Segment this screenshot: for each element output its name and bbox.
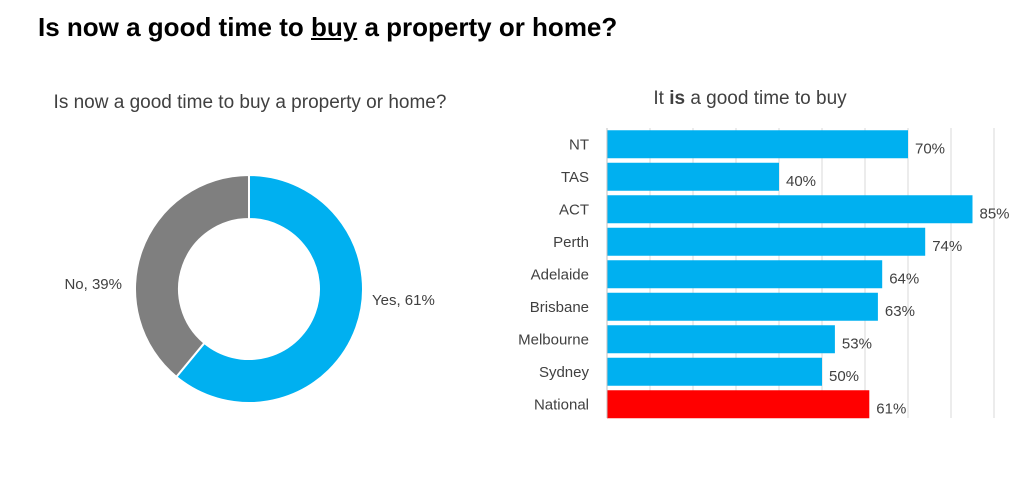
category-label-nt: NT — [569, 136, 589, 153]
value-label-nt: 70% — [915, 140, 945, 157]
value-label-perth: 74% — [932, 238, 962, 255]
bar-act — [607, 195, 973, 224]
bar-adelaide — [607, 260, 883, 289]
donut-chart-title: Is now a good time to buy a property or … — [53, 92, 447, 113]
category-label-melbourne: Melbourne — [518, 331, 589, 348]
category-label-brisbane: Brisbane — [530, 299, 589, 316]
category-label-sydney: Sydney — [539, 364, 590, 381]
category-label-tas: TAS — [561, 169, 589, 186]
category-label-act: ACT — [559, 201, 589, 218]
donut-label-no: No, 39% — [64, 276, 122, 293]
bar-melbourne — [607, 325, 835, 354]
value-label-brisbane: 63% — [885, 303, 915, 320]
bar-nt — [607, 130, 908, 159]
donut-slice-no — [134, 173, 250, 379]
value-label-act: 85% — [980, 205, 1010, 222]
donut-label-yes: Yes, 61% — [372, 292, 435, 309]
bar-brisbane — [607, 292, 878, 321]
value-label-adelaide: 64% — [889, 270, 919, 287]
bar-national — [607, 390, 870, 419]
category-label-perth: Perth — [553, 234, 589, 251]
value-label-melbourne: 53% — [842, 335, 872, 352]
value-label-sydney: 50% — [829, 368, 859, 385]
donut-slice-yes — [174, 173, 364, 404]
bar-chart-title: It is a good time to buy — [653, 88, 847, 109]
category-label-national: National — [534, 396, 589, 413]
category-label-adelaide: Adelaide — [531, 266, 589, 283]
page-title: Is now a good time to buy a property or … — [38, 12, 618, 42]
bar-sydney — [607, 357, 822, 386]
bar-tas — [607, 162, 779, 191]
value-label-national: 61% — [876, 400, 906, 417]
value-label-tas: 40% — [786, 173, 816, 190]
bar-perth — [607, 227, 926, 256]
